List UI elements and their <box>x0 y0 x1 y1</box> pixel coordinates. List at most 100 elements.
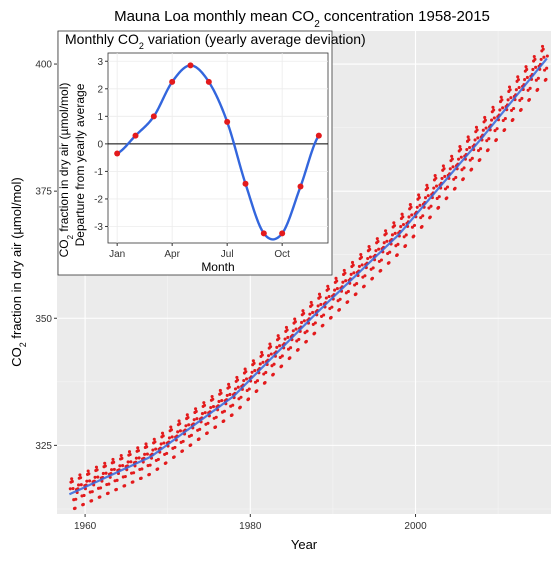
main-data-point <box>115 478 119 482</box>
inset-y-title-post: fraction in dry air (µmol/mol) <box>57 83 71 235</box>
main-data-point <box>370 276 375 280</box>
main-data-point <box>269 352 273 356</box>
main-data-point <box>350 260 355 265</box>
main-data-point <box>499 95 503 99</box>
main-data-point <box>400 212 404 216</box>
main-data-point <box>238 405 242 409</box>
main-data-point <box>111 457 115 461</box>
main-data-point <box>167 436 171 440</box>
main-data-point <box>382 241 386 245</box>
main-data-point <box>78 473 82 477</box>
main-data-point <box>420 224 424 229</box>
main-data-point <box>268 342 272 346</box>
main-data-point <box>458 145 462 149</box>
main-data-point <box>291 329 295 333</box>
main-data-point <box>376 239 380 244</box>
main-data-point <box>255 389 259 393</box>
main-data-point <box>82 493 86 498</box>
main-data-point <box>187 423 191 427</box>
main-data-point <box>112 460 116 464</box>
main-data-point <box>264 370 268 375</box>
main-data-point <box>70 479 74 484</box>
main-data-point <box>390 233 395 237</box>
main-data-point <box>483 115 487 119</box>
inset-y-tick-label: -3 <box>94 222 103 233</box>
main-data-point <box>330 305 334 309</box>
main-data-point <box>527 97 531 102</box>
main-data-point <box>492 116 496 120</box>
main-data-point <box>318 295 322 299</box>
main-data-point <box>354 292 358 296</box>
main-data-point <box>267 354 271 358</box>
main-data-point <box>362 284 366 288</box>
main-data-point <box>371 266 375 270</box>
main-data-point <box>178 422 182 426</box>
main-data-point <box>533 57 537 61</box>
main-data-point <box>244 377 249 381</box>
main-data-point <box>523 78 527 82</box>
main-data-point <box>441 164 445 168</box>
main-data-point <box>401 215 405 219</box>
main-data-point <box>384 231 388 236</box>
main-data-point <box>421 214 425 218</box>
main-data-point <box>219 391 223 395</box>
main-data-point <box>470 156 474 160</box>
main-data-point <box>156 457 160 461</box>
main-data-point <box>126 460 130 464</box>
main-data-point <box>164 461 168 465</box>
main-y-tick-label: 375 <box>35 187 52 198</box>
main-data-point <box>99 486 103 490</box>
inset-y-ticks: -3 -2 -1 0 1 2 3 <box>94 57 108 233</box>
main-data-point <box>247 397 251 401</box>
main-y-tick-label: 400 <box>35 60 52 71</box>
main-data-point <box>532 54 536 59</box>
main-data-point <box>468 158 472 162</box>
main-x-axis-title: Year <box>291 537 318 552</box>
main-data-point <box>322 313 326 317</box>
main-data-point <box>509 96 513 100</box>
main-data-point <box>393 231 397 235</box>
main-data-point <box>396 242 400 246</box>
main-data-point <box>139 476 143 480</box>
inset-data-points <box>114 62 322 237</box>
main-data-point <box>176 430 180 434</box>
main-y-tick-label: 325 <box>35 441 52 452</box>
main-data-point <box>415 205 419 209</box>
main-data-point <box>352 271 356 275</box>
main-data-point <box>251 359 255 363</box>
main-data-point <box>181 439 185 443</box>
main-data-point <box>435 196 439 200</box>
main-data-point <box>162 441 166 445</box>
main-data-point <box>194 407 198 411</box>
main-data-point <box>170 435 174 439</box>
main-data-point <box>503 117 507 121</box>
main-data-point <box>517 86 521 90</box>
main-data-point <box>180 449 185 453</box>
main-data-point <box>443 174 447 178</box>
main-data-point <box>445 196 449 200</box>
main-data-point <box>367 245 371 249</box>
inset-data-point <box>224 118 231 125</box>
main-data-point <box>417 196 421 200</box>
main-data-point <box>541 47 545 51</box>
main-data-point <box>235 375 239 379</box>
main-data-point <box>437 195 441 199</box>
main-data-point <box>528 86 532 90</box>
main-data-point <box>429 204 433 208</box>
inset-data-point <box>297 183 304 190</box>
main-data-point <box>508 88 512 92</box>
main-data-point <box>278 344 282 348</box>
main-data-point <box>132 471 136 475</box>
main-data-point <box>114 487 118 492</box>
main-data-point <box>384 229 388 233</box>
main-data-point <box>410 213 414 217</box>
main-data-point <box>280 354 284 358</box>
main-data-point <box>96 475 100 479</box>
main-data-point <box>186 416 190 420</box>
main-data-point <box>93 475 97 479</box>
main-data-point <box>344 279 348 283</box>
main-data-point <box>465 148 469 152</box>
main-data-point <box>68 487 72 491</box>
main-data-point <box>518 98 522 102</box>
